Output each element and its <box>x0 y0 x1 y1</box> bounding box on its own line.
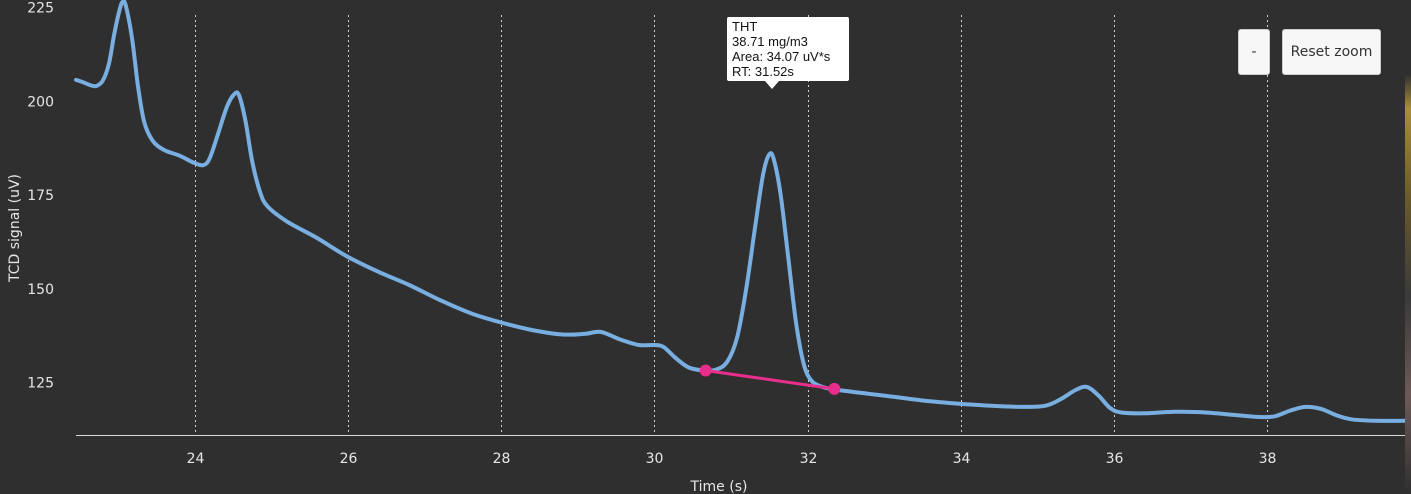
x-axis-title: Time (s) <box>690 479 748 494</box>
tooltip-area: Area: 34.07 uV*s <box>732 49 831 64</box>
y-tick-label: 125 <box>27 376 54 392</box>
x-tick-label: 36 <box>1106 451 1124 467</box>
y-tick-label: 200 <box>27 94 54 110</box>
y-tick-label: 225 <box>27 1 54 17</box>
signal-series-line[interactable] <box>74 0 1407 423</box>
x-tick-label: 34 <box>953 451 971 467</box>
x-tick-label: 28 <box>493 451 511 467</box>
baseline-start-marker[interactable] <box>699 364 712 377</box>
x-tick-label: 24 <box>187 451 205 467</box>
tooltip-concentration: 38.71 mg/m3 <box>732 34 808 49</box>
peak-tooltip: THT 38.71 mg/m3 Area: 34.07 uV*s RT: 31.… <box>727 17 849 89</box>
x-tick-label: 32 <box>800 451 818 467</box>
y-axis-title: TCD signal (uV) <box>7 174 23 283</box>
x-tick-label: 38 <box>1259 451 1277 467</box>
x-tick-labels: 24 26 28 30 32 34 36 38 <box>187 451 1277 467</box>
x-tick-label: 26 <box>340 451 358 467</box>
window-edge-strip <box>1405 0 1411 494</box>
y-tick-labels: 125 150 175 200 225 <box>27 1 54 392</box>
x-tick-label: 30 <box>646 451 664 467</box>
x-gridlines <box>195 15 1268 435</box>
y-tick-label: 150 <box>27 282 54 298</box>
peak-baseline-line <box>705 369 835 391</box>
y-tick-label: 175 <box>27 188 54 204</box>
reset-zoom-button[interactable]: Reset zoom <box>1282 29 1381 75</box>
tooltip-compound: THT <box>732 19 758 34</box>
baseline-end-marker[interactable] <box>828 382 841 395</box>
tooltip-retention-time: RT: 31.52s <box>732 64 794 79</box>
zoom-out-button[interactable]: - <box>1238 29 1270 75</box>
